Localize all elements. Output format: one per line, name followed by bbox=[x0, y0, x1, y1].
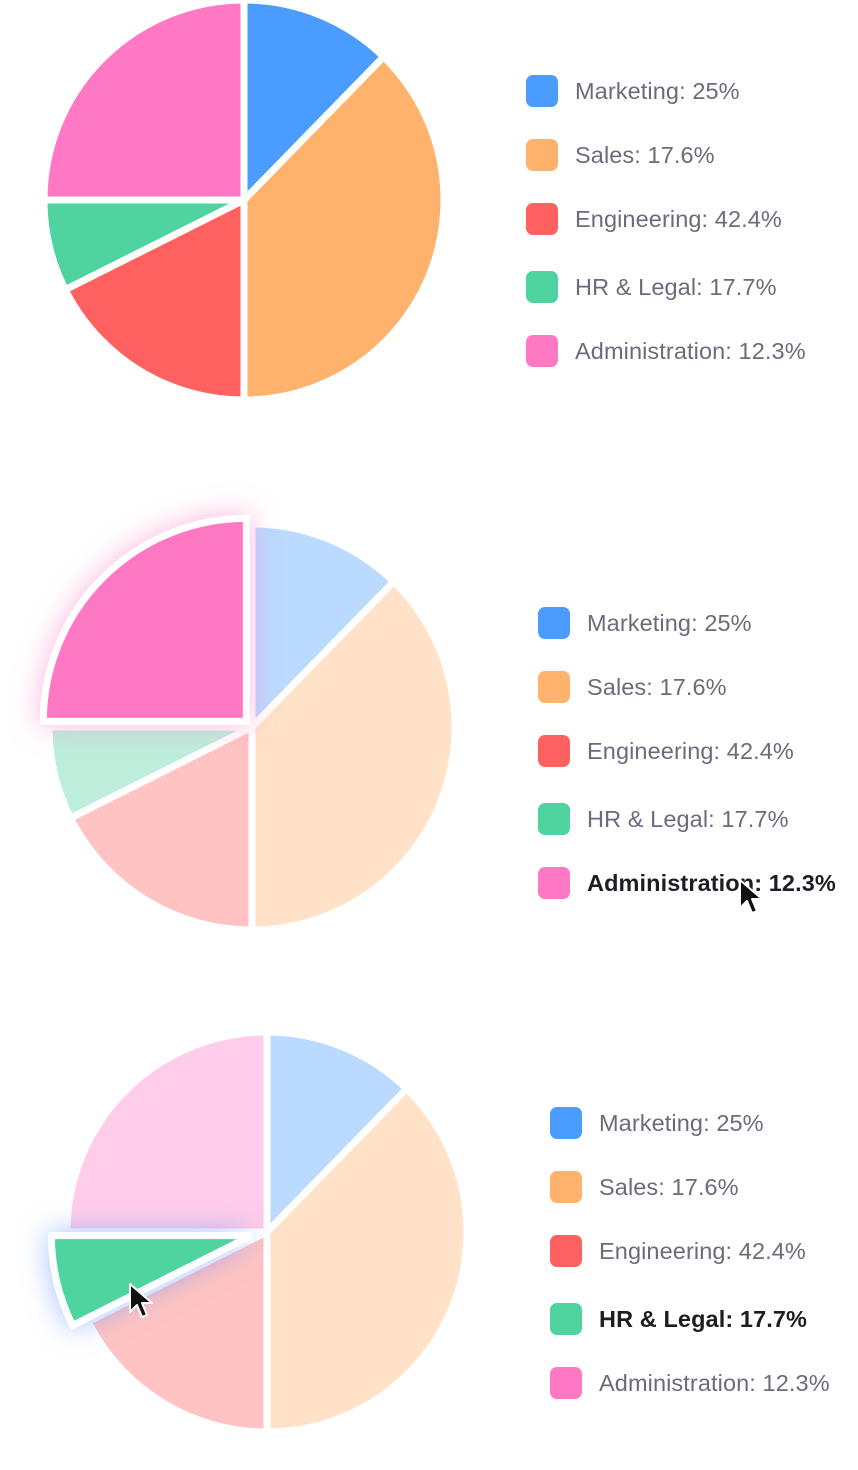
legend-swatch bbox=[538, 803, 570, 835]
pie-chart bbox=[40, 0, 448, 404]
pie-slice-marketing[interactable] bbox=[240, 0, 389, 209]
pie-slice-engineering[interactable] bbox=[83, 1226, 271, 1436]
legend-label: HR & Legal: 17.7% bbox=[599, 1305, 808, 1332]
pie-slice-sales[interactable] bbox=[248, 576, 459, 934]
legend-swatch bbox=[526, 271, 558, 303]
legend-item-administration[interactable]: Administration: 12.3% bbox=[538, 867, 836, 899]
pie-slice-hr-and-legal[interactable] bbox=[47, 1232, 253, 1331]
legend-swatch bbox=[550, 1107, 582, 1139]
legend-label: Engineering: 42.4% bbox=[575, 205, 782, 232]
legend-swatch bbox=[550, 1235, 582, 1267]
pie-slice-sales[interactable] bbox=[240, 51, 448, 404]
pie-chart bbox=[39, 514, 459, 934]
legend-label: Sales: 17.6% bbox=[587, 673, 727, 700]
legend-swatch bbox=[526, 75, 558, 107]
legend-label: Administration: 12.3% bbox=[587, 869, 836, 896]
legend-item-sales[interactable]: Sales: 17.6% bbox=[538, 671, 727, 703]
legend-label: Sales: 17.6% bbox=[575, 141, 715, 168]
legend-swatch bbox=[526, 203, 558, 235]
legend-swatch bbox=[526, 139, 558, 171]
legend-label: Marketing: 25% bbox=[575, 77, 740, 104]
pie-slice-engineering[interactable] bbox=[60, 194, 248, 404]
legend-item-marketing[interactable]: Marketing: 25% bbox=[538, 607, 752, 639]
legend-label: Engineering: 42.4% bbox=[599, 1237, 806, 1264]
legend-label: Engineering: 42.4% bbox=[587, 737, 794, 764]
legend-swatch bbox=[538, 867, 570, 899]
pie-slice-engineering[interactable] bbox=[65, 721, 256, 934]
legend-swatch bbox=[538, 607, 570, 639]
legend-label: Marketing: 25% bbox=[587, 609, 752, 636]
legend-item-hr-and-legal[interactable]: HR & Legal: 17.7% bbox=[550, 1303, 807, 1335]
legend-item-administration[interactable]: Administration: 12.3% bbox=[526, 335, 806, 367]
legend-label: HR & Legal: 17.7% bbox=[587, 805, 789, 832]
pie-slice-marketing[interactable] bbox=[263, 1028, 412, 1241]
legend-item-administration[interactable]: Administration: 12.3% bbox=[550, 1367, 830, 1399]
legend-item-marketing[interactable]: Marketing: 25% bbox=[550, 1107, 764, 1139]
legend-label: Administration: 12.3% bbox=[599, 1369, 830, 1396]
pie-panel-administration-hover: Marketing: 25% Sales: 17.6% Engineering: 4… bbox=[0, 500, 858, 970]
legend-item-sales[interactable]: Sales: 17.6% bbox=[550, 1171, 739, 1203]
pie-slice-hr-and-legal[interactable] bbox=[45, 723, 254, 823]
legend-item-hr-and-legal[interactable]: HR & Legal: 17.7% bbox=[526, 271, 777, 303]
legend-label: Sales: 17.6% bbox=[599, 1173, 739, 1200]
legend-item-engineering[interactable]: Engineering: 42.4% bbox=[526, 203, 782, 235]
legend-item-hr-and-legal[interactable]: HR & Legal: 17.7% bbox=[538, 803, 789, 835]
legend-swatch bbox=[550, 1367, 582, 1399]
pie-slice-administration[interactable] bbox=[63, 1028, 271, 1236]
pie-panel-hr-legal-hover: Marketing: 25% Sales: 17.6% Engineering: 4… bbox=[0, 1000, 858, 1470]
pie-slice-marketing[interactable] bbox=[248, 520, 399, 736]
pie-panel-default: Marketing: 25% Sales: 17.6% Engineering: 4… bbox=[0, 0, 858, 470]
legend-swatch bbox=[526, 335, 558, 367]
legend-label: HR & Legal: 17.7% bbox=[575, 273, 777, 300]
pie-slice-administration[interactable] bbox=[40, 0, 248, 204]
pie-slice-sales[interactable] bbox=[263, 1083, 471, 1436]
pie-chart bbox=[47, 1028, 471, 1436]
legend-item-marketing[interactable]: Marketing: 25% bbox=[526, 75, 740, 107]
legend-swatch bbox=[538, 735, 570, 767]
legend-label: Marketing: 25% bbox=[599, 1109, 764, 1136]
legend-item-engineering[interactable]: Engineering: 42.4% bbox=[550, 1235, 806, 1267]
pie-slice-administration[interactable] bbox=[39, 514, 250, 725]
legend-swatch bbox=[550, 1171, 582, 1203]
legend-swatch bbox=[550, 1303, 582, 1335]
legend-swatch bbox=[538, 671, 570, 703]
legend-item-engineering[interactable]: Engineering: 42.4% bbox=[538, 735, 794, 767]
legend-label: Administration: 12.3% bbox=[575, 337, 806, 364]
legend-item-sales[interactable]: Sales: 17.6% bbox=[526, 139, 715, 171]
